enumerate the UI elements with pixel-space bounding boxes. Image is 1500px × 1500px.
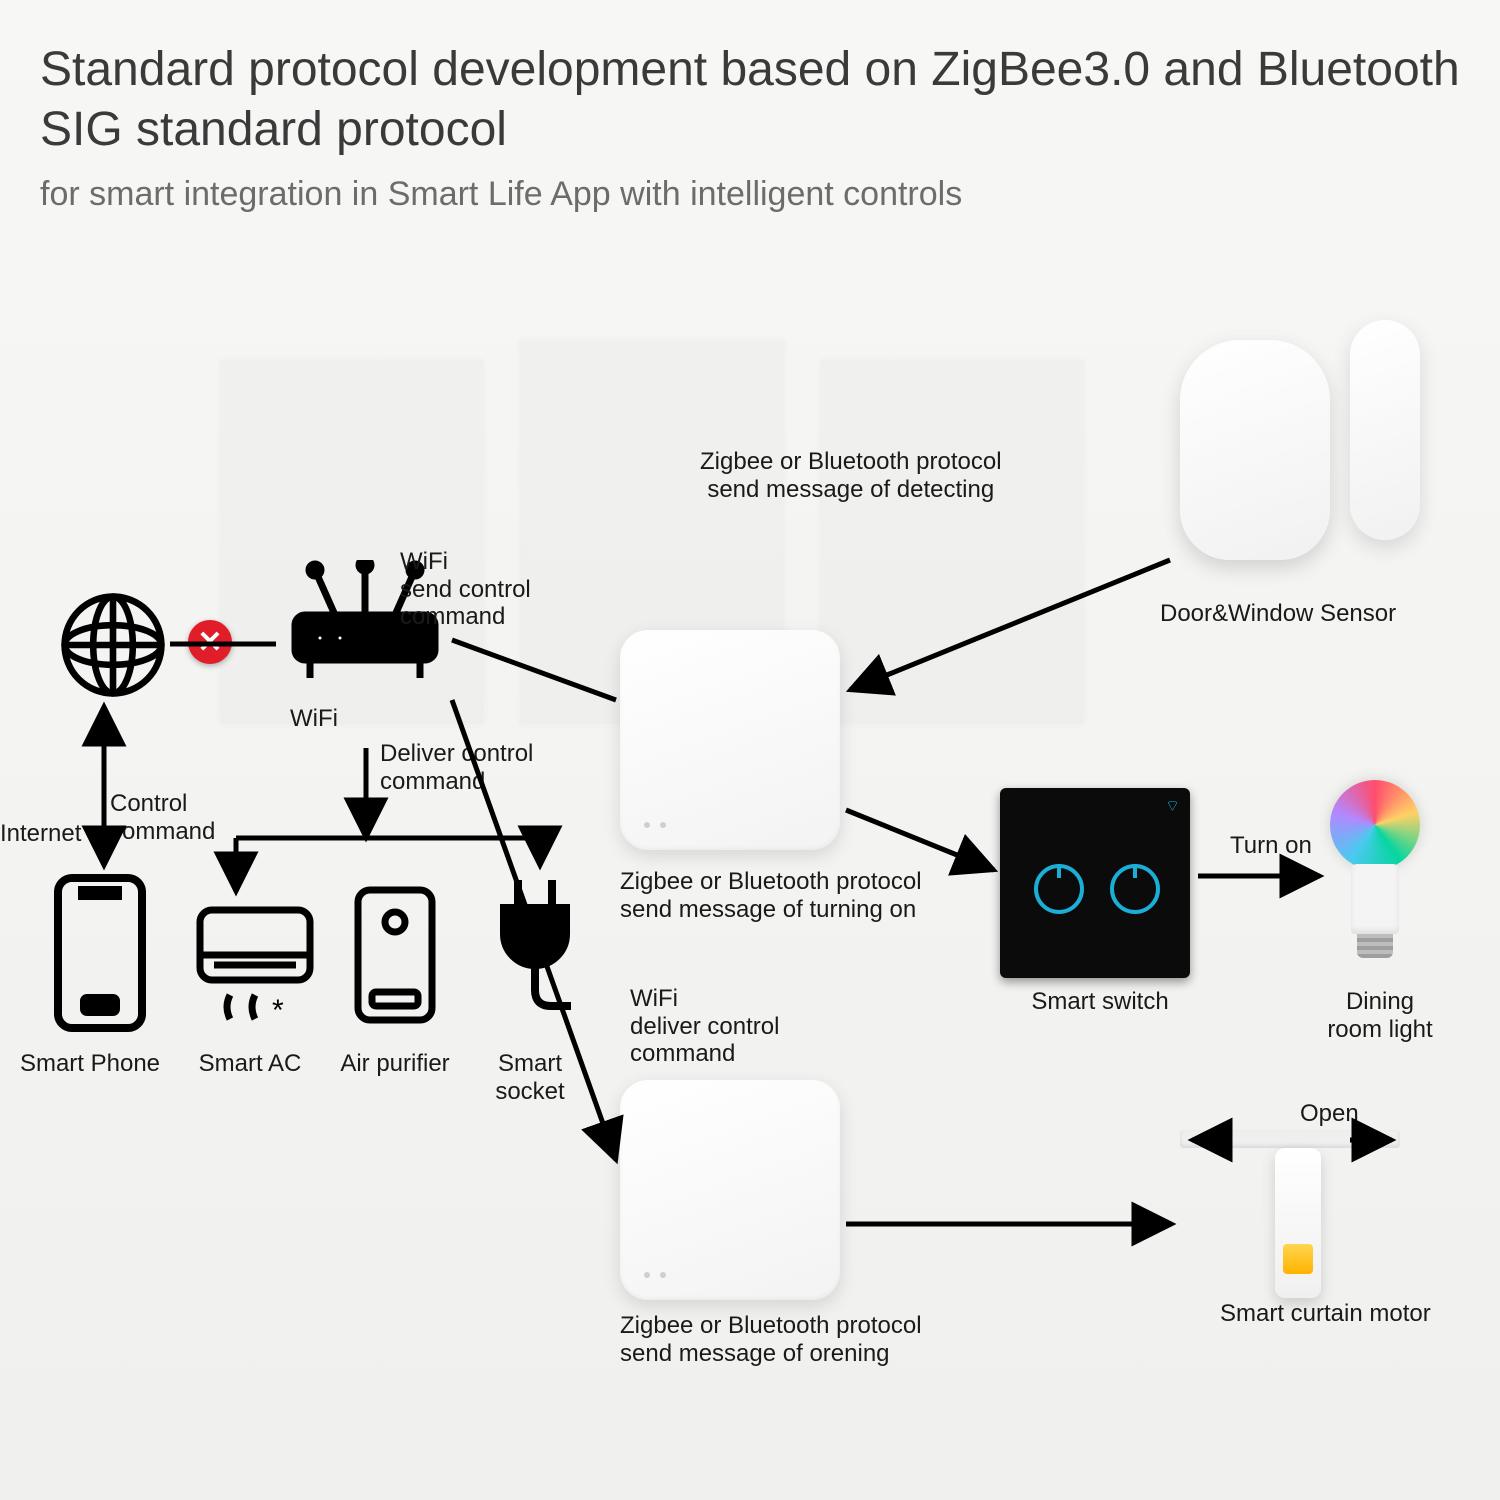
wifi-icon: ⌔ xyxy=(1165,796,1180,816)
door-window-sensor xyxy=(1180,320,1420,580)
page-title: Standard protocol development based on Z… xyxy=(40,40,1460,160)
label-bulb: Dining room light xyxy=(1300,988,1460,1043)
label-sensor: Door&Window Sensor xyxy=(1160,600,1396,628)
label-wifi: WiFi xyxy=(290,705,338,733)
label-zb-open: Zigbee or Bluetooth protocol send messag… xyxy=(620,1312,922,1367)
label-zb-turnon: Zigbee or Bluetooth protocol send messag… xyxy=(620,868,922,923)
smart-switch: ⌔ xyxy=(1000,788,1190,978)
label-smartphone: Smart Phone xyxy=(10,1050,170,1078)
label-switch: Smart switch xyxy=(1010,988,1190,1016)
label-curtain: Smart curtain motor xyxy=(1220,1300,1431,1328)
plug-icon xyxy=(480,870,590,1040)
hub-bottom xyxy=(620,1080,840,1300)
label-purifier: Air purifier xyxy=(330,1050,460,1078)
label-zb-detect: Zigbee or Bluetooth protocol send messag… xyxy=(700,448,1002,503)
page-subtitle: for smart integration in Smart Life App … xyxy=(40,175,1460,214)
purifier-icon xyxy=(340,880,450,1040)
disconnect-icon: ✕ xyxy=(188,620,232,664)
smartphone-icon xyxy=(40,870,160,1040)
hub-top xyxy=(620,630,840,850)
label-open: Open xyxy=(1300,1100,1359,1128)
svg-text:*: * xyxy=(272,994,284,1027)
label-wifi-deliver: WiFi deliver control command xyxy=(630,985,779,1068)
label-ac: Smart AC xyxy=(175,1050,325,1078)
infographic-canvas: Standard protocol development based on Z… xyxy=(0,0,1500,1500)
label-control-command: Control command xyxy=(110,790,215,845)
label-deliver1: Deliver control command xyxy=(380,740,533,795)
label-wifi-send: WiFi send control command xyxy=(400,548,531,631)
smart-bulb xyxy=(1330,780,1420,958)
label-turnon: Turn on xyxy=(1230,832,1312,860)
ac-icon: * xyxy=(190,900,320,1040)
label-internet: Internet xyxy=(0,820,81,848)
label-socket: Smart socket xyxy=(470,1050,590,1105)
globe-icon xyxy=(58,590,168,700)
